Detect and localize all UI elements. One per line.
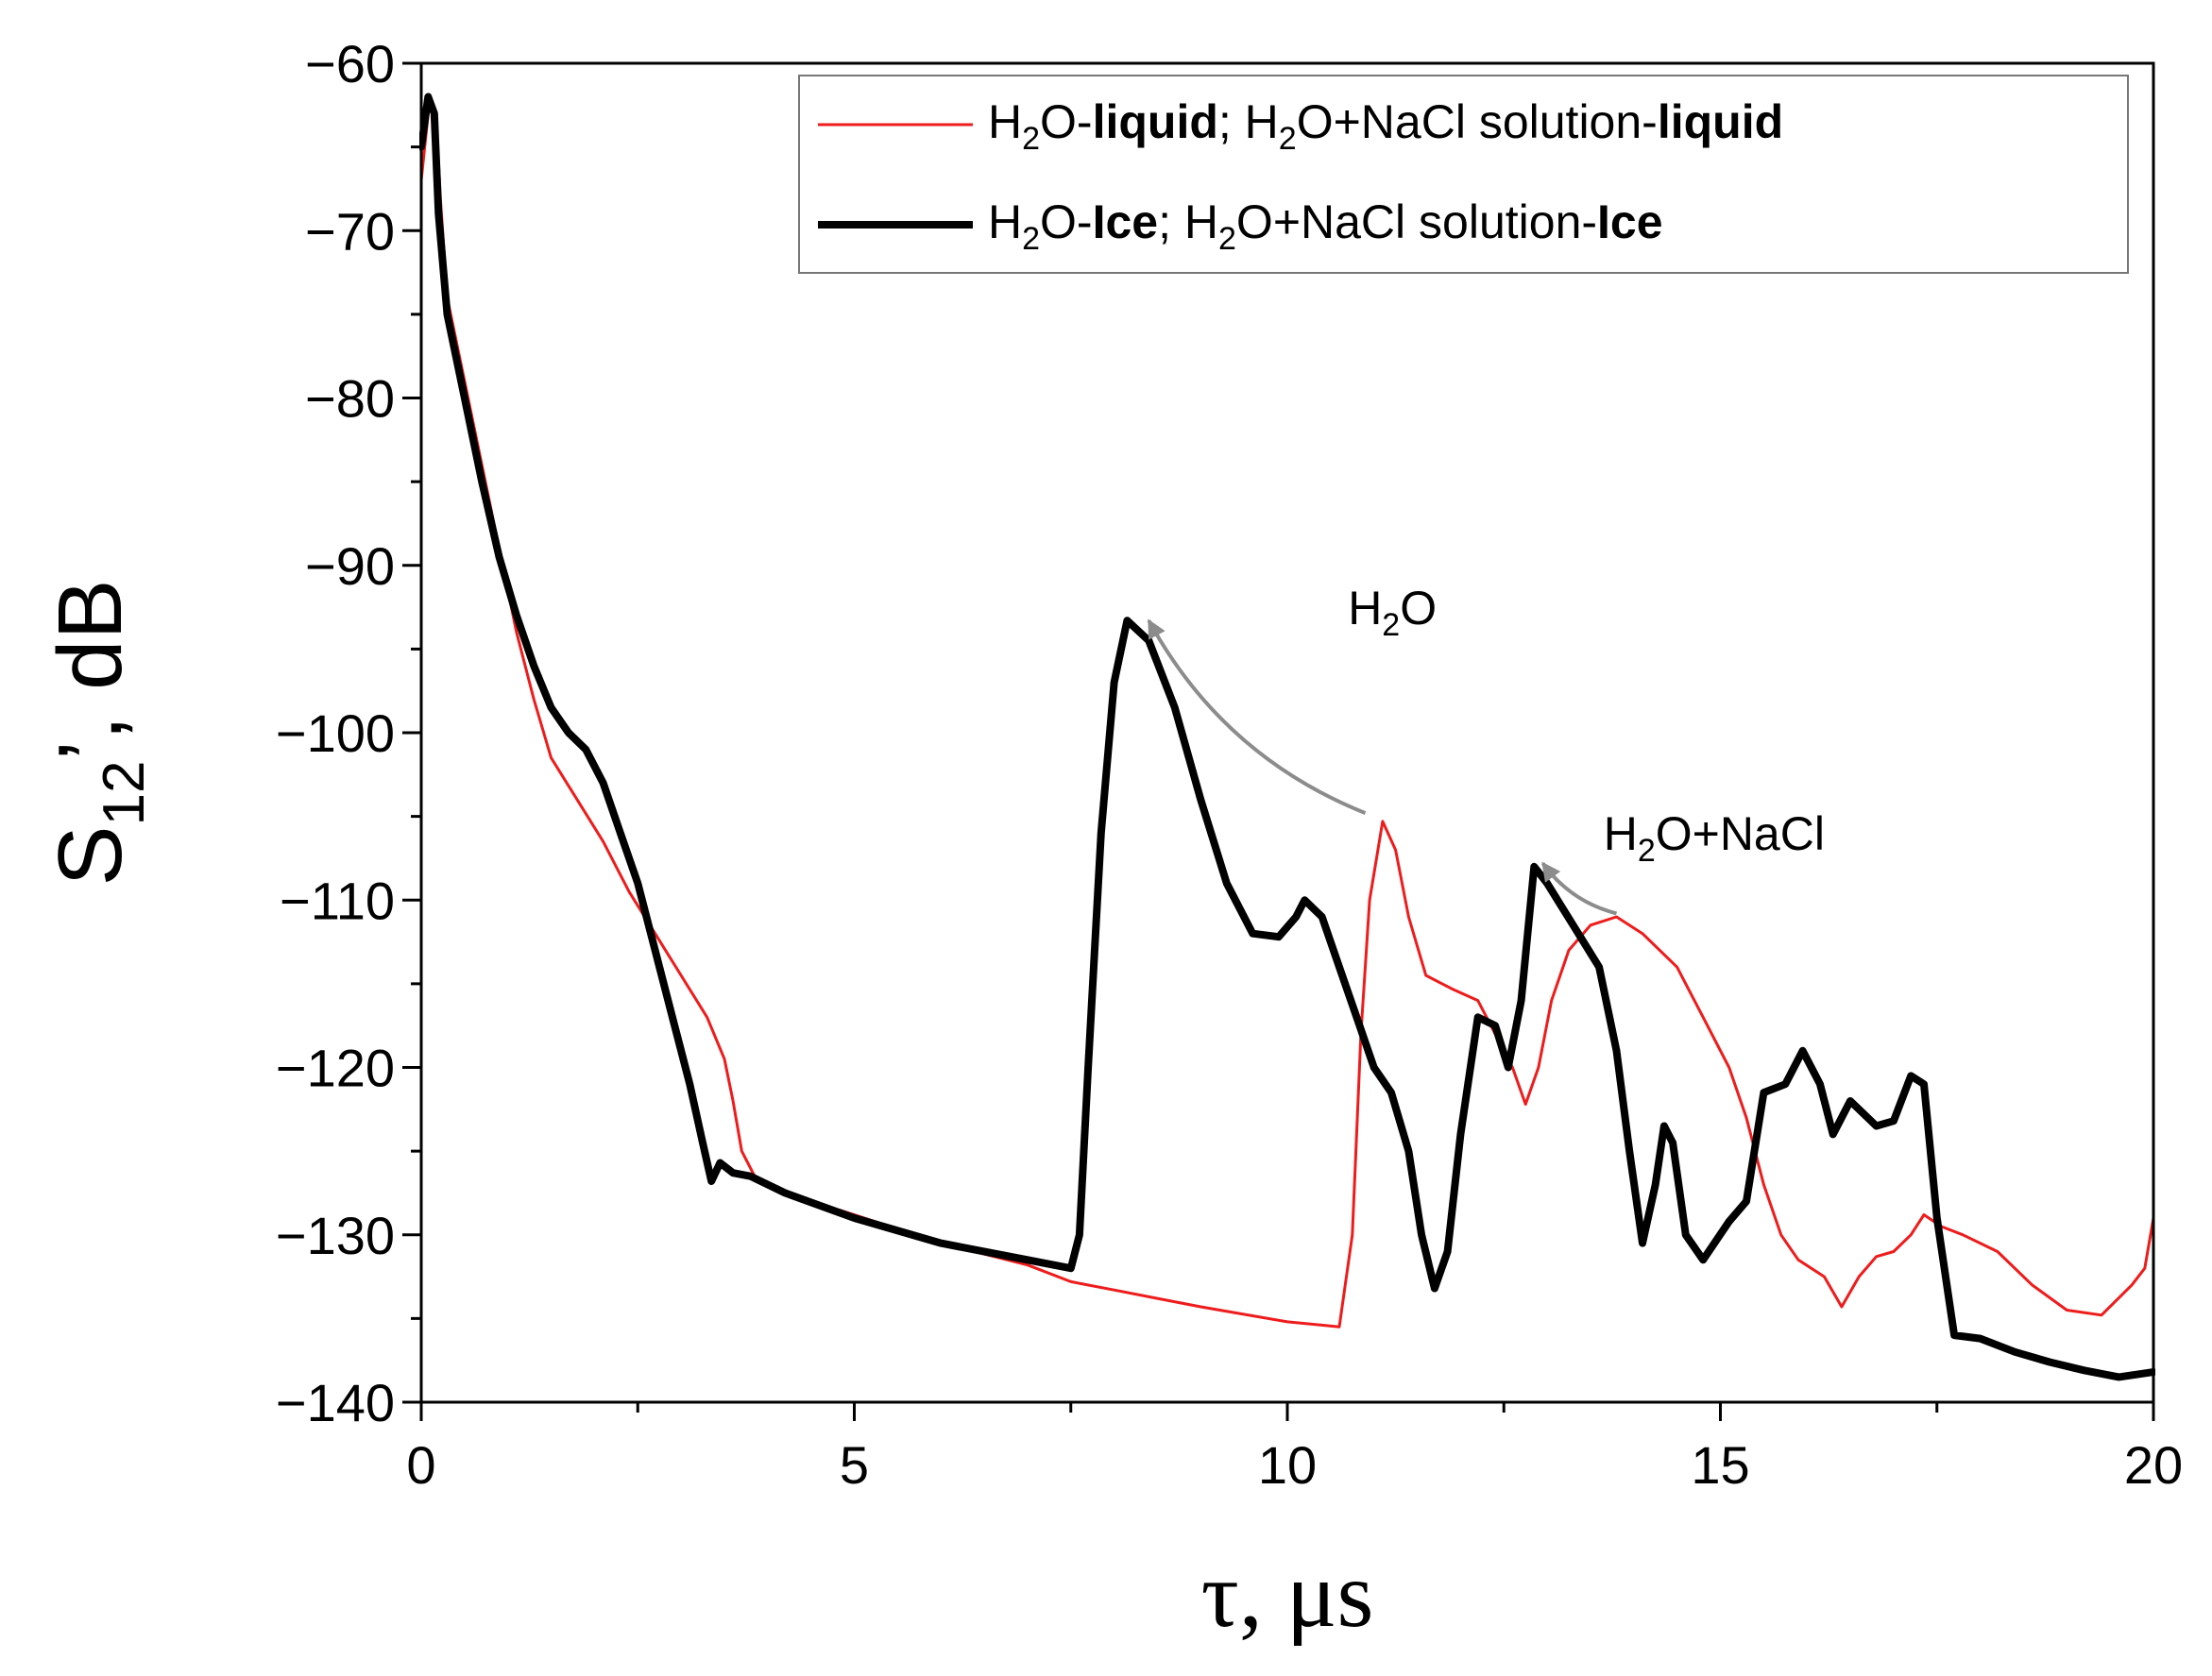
legend-subscript: 2 (1218, 221, 1236, 257)
legend-subscript: 2 (1022, 221, 1040, 257)
axis-ticks: 0 5 10 15 20 −60 −70 −80 −90 −100 −110 −120 −130 −140 (276, 34, 2183, 1495)
y-axis-title-subscript: 12 (92, 761, 157, 826)
y-tick-label: −110 (280, 871, 395, 930)
annotation-text: H (1604, 807, 1638, 860)
y-axis-title-main: S (40, 826, 141, 887)
y-axis-title-suffix: ’, dB (40, 579, 141, 760)
legend-text-bold: liquid (1658, 95, 1783, 148)
legend-text-bold: Ice (1093, 195, 1159, 248)
legend-text: ; H (1218, 95, 1279, 148)
annotation-label-h2o: H2O (1348, 582, 1437, 643)
plot-frame (419, 61, 2155, 1404)
series-group (419, 93, 2155, 1381)
legend-subscript: 2 (1279, 121, 1297, 157)
x-tick-label: 0 (406, 1435, 435, 1495)
legend-subscript: 2 (1022, 121, 1040, 157)
annotation-text: O (1400, 582, 1437, 635)
legend: H2O-liquid; H2O+NaCl solution-liquidH2O-… (798, 75, 2129, 274)
legend-text: O+NaCl solution- (1236, 195, 1597, 248)
legend-text: O- (1040, 195, 1093, 248)
y-tick-label: −140 (276, 1373, 395, 1432)
x-tick-label: 15 (1691, 1435, 1749, 1495)
legend-text-bold: liquid (1093, 95, 1218, 148)
y-tick-label: −90 (305, 536, 395, 596)
annotation-label-h2o-nacl: H2O+NaCl (1604, 807, 1825, 869)
annotation-arrow-h2o (1147, 618, 1367, 815)
y-axis-title: S12’, dB (40, 579, 157, 886)
y-tick-label: −70 (305, 201, 395, 261)
x-axis-title: τ, μs (1201, 1542, 1374, 1647)
legend-text: O- (1040, 95, 1093, 148)
x-tick-label: 20 (2124, 1435, 2183, 1495)
y-tick-label: −130 (276, 1206, 395, 1265)
legend-text: O+NaCl solution- (1297, 95, 1658, 148)
y-tick-label: −100 (276, 703, 395, 763)
y-tick-label: −60 (305, 34, 395, 93)
legend-box (798, 75, 2129, 274)
x-tick-label: 5 (840, 1435, 869, 1495)
annotation-text: H (1348, 582, 1382, 635)
axis-titles: τ, μs S12’, dB (40, 579, 1373, 1647)
annotation-text: O+NaCl (1656, 807, 1825, 860)
series-line-ice (419, 93, 2155, 1381)
legend-text: H (988, 195, 1022, 248)
series-line-liquid (419, 95, 2155, 1329)
legend-text: H (988, 95, 1022, 148)
annotation-subscript: 2 (1382, 607, 1400, 643)
annotation-arrow-h2o-nacl (1540, 861, 1617, 916)
legend-text: ; H (1158, 195, 1218, 248)
y-tick-label: −80 (305, 369, 395, 429)
legend-text-bold: Ice (1597, 195, 1663, 248)
annotation-subscript: 2 (1638, 833, 1656, 869)
x-tick-label: 10 (1258, 1435, 1317, 1495)
legend-entry-ice: H2O-Ice; H2O+NaCl solution-Ice (988, 195, 1663, 257)
y-tick-label: −120 (276, 1039, 395, 1098)
legend-entry-liquid: H2O-liquid; H2O+NaCl solution-liquid (988, 95, 1783, 157)
